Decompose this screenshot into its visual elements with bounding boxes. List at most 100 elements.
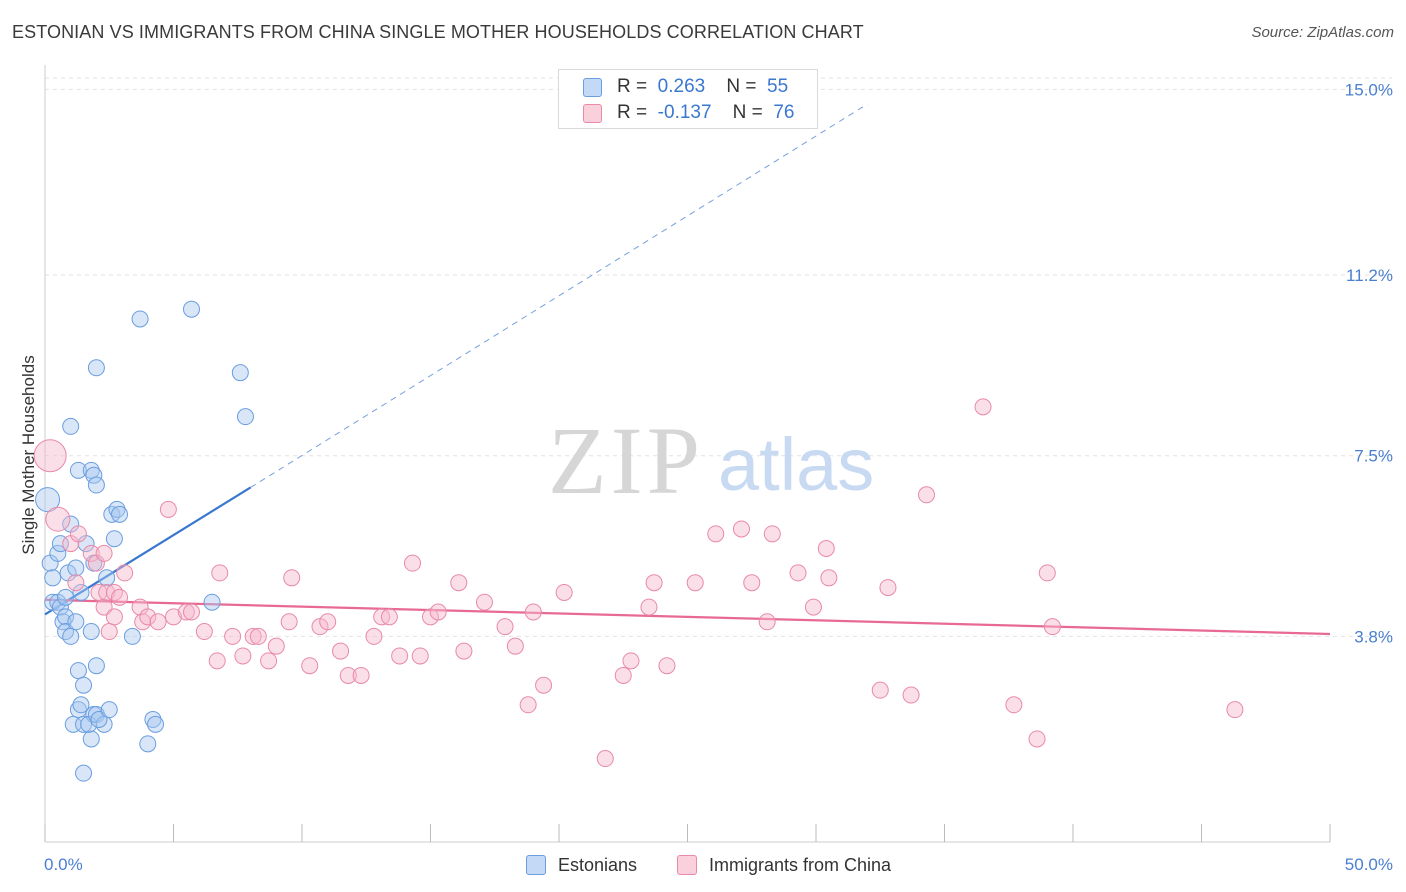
data-point xyxy=(208,652,226,670)
series-legend: Estonians Immigrants from China xyxy=(0,852,1406,878)
y-tick-label: 3.8% xyxy=(1354,627,1393,646)
data-point xyxy=(519,696,537,714)
data-point xyxy=(195,623,213,641)
y-tick-label: 7.5% xyxy=(1354,447,1393,466)
data-point xyxy=(49,544,67,562)
data-points xyxy=(33,300,1244,782)
data-point xyxy=(1043,618,1061,636)
legend-label-estonians: Estonians xyxy=(558,854,638,875)
data-point xyxy=(918,486,936,504)
data-point xyxy=(224,627,242,645)
data-point xyxy=(319,613,337,631)
data-point xyxy=(82,623,100,641)
data-point xyxy=(260,652,278,670)
y-axis-title: Single Mother Households xyxy=(19,355,38,554)
data-point xyxy=(475,593,493,611)
legend-n-label: N = xyxy=(726,76,757,97)
data-point xyxy=(51,535,69,553)
data-point xyxy=(763,525,781,543)
data-point xyxy=(165,608,182,626)
legend-r-label: R = xyxy=(617,102,648,123)
data-point xyxy=(69,525,87,543)
data-point xyxy=(974,398,992,416)
data-point xyxy=(67,574,85,592)
data-point xyxy=(758,613,776,631)
data-point xyxy=(280,613,298,631)
data-point xyxy=(72,583,90,601)
watermark-atlas: atlas xyxy=(718,423,874,506)
data-point xyxy=(267,637,285,655)
data-point xyxy=(429,603,447,621)
legend-r-value: -0.137 xyxy=(657,102,712,123)
x-tick-label: 0.0% xyxy=(44,855,83,874)
data-point xyxy=(123,627,141,645)
data-point xyxy=(236,408,254,426)
data-point xyxy=(98,569,116,587)
legend-r-value: 0.263 xyxy=(657,76,706,97)
data-point xyxy=(332,642,350,660)
data-point xyxy=(820,569,838,587)
data-point xyxy=(54,613,72,631)
data-point xyxy=(134,613,152,631)
legend-n-value: 76 xyxy=(773,102,795,123)
data-point xyxy=(51,598,69,616)
data-point xyxy=(105,583,123,601)
data-point xyxy=(35,487,61,513)
data-point xyxy=(116,564,134,582)
legend-swatch-estonians xyxy=(583,77,602,97)
data-point xyxy=(62,627,80,645)
data-point xyxy=(640,598,658,616)
data-point xyxy=(732,520,750,538)
data-point xyxy=(804,598,822,616)
data-point xyxy=(902,686,920,704)
legend-n-value: 55 xyxy=(767,76,789,97)
data-point xyxy=(131,310,149,328)
legend-swatch-china xyxy=(583,103,602,123)
data-point xyxy=(301,657,319,675)
data-point xyxy=(234,647,252,665)
data-point xyxy=(100,701,118,719)
data-point xyxy=(380,608,398,626)
data-point xyxy=(645,574,663,592)
chart-title: ESTONIAN VS IMMIGRANTS FROM CHINA SINGLE… xyxy=(12,22,864,42)
data-point xyxy=(105,608,123,626)
data-point xyxy=(686,574,704,592)
data-point xyxy=(352,666,370,684)
trend-lines xyxy=(44,103,1331,636)
data-point xyxy=(524,603,542,621)
y-tick-label: 15.0% xyxy=(1345,80,1393,99)
data-point xyxy=(555,583,573,601)
trend-line-extension xyxy=(250,103,868,488)
x-tick-label: 50.0% xyxy=(1345,855,1393,874)
gridlines xyxy=(45,77,1392,637)
stats-legend: R = 0.263 N = 55 R = -0.137 N = 76 xyxy=(558,69,818,129)
data-point xyxy=(244,627,262,645)
data-point xyxy=(871,681,889,699)
data-point xyxy=(707,525,725,543)
data-point xyxy=(365,627,383,645)
legend-swatch-estonians xyxy=(526,855,546,875)
data-point xyxy=(44,569,62,587)
data-point xyxy=(1028,730,1046,748)
data-point xyxy=(789,564,807,582)
legend-item-estonians: Estonians xyxy=(526,852,637,878)
data-point xyxy=(69,461,87,479)
data-point xyxy=(108,500,126,518)
data-point xyxy=(182,300,200,318)
data-point xyxy=(95,598,113,616)
data-point xyxy=(535,676,553,694)
chart-source: Source: ZipAtlas.com xyxy=(1251,24,1394,41)
data-point xyxy=(182,603,200,621)
data-point xyxy=(614,666,632,684)
data-point xyxy=(283,569,301,587)
data-point xyxy=(1226,701,1244,719)
data-point xyxy=(75,764,93,782)
data-point xyxy=(496,618,514,636)
watermark-zip: ZIP xyxy=(548,407,704,514)
data-point xyxy=(111,505,129,523)
legend-n-label: N = xyxy=(732,102,763,123)
legend-item-china: Immigrants from China xyxy=(677,852,891,878)
series-estonians xyxy=(35,300,254,782)
data-point xyxy=(450,574,468,592)
